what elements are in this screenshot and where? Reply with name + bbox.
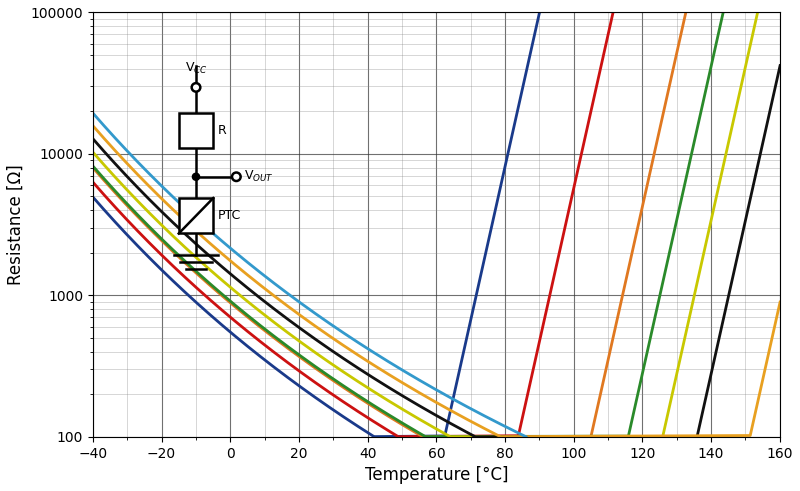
Circle shape bbox=[232, 172, 241, 181]
Text: V$_{OUT}$: V$_{OUT}$ bbox=[243, 169, 274, 184]
Bar bbox=[178, 113, 214, 148]
X-axis label: Temperature [°C]: Temperature [°C] bbox=[365, 466, 508, 484]
Bar bbox=[178, 198, 214, 234]
Circle shape bbox=[193, 173, 200, 180]
Circle shape bbox=[192, 83, 200, 92]
Text: R: R bbox=[218, 124, 226, 137]
Text: PTC: PTC bbox=[218, 209, 241, 222]
Text: V$_{CC}$: V$_{CC}$ bbox=[185, 60, 207, 76]
Y-axis label: Resistance [Ω]: Resistance [Ω] bbox=[7, 164, 25, 285]
